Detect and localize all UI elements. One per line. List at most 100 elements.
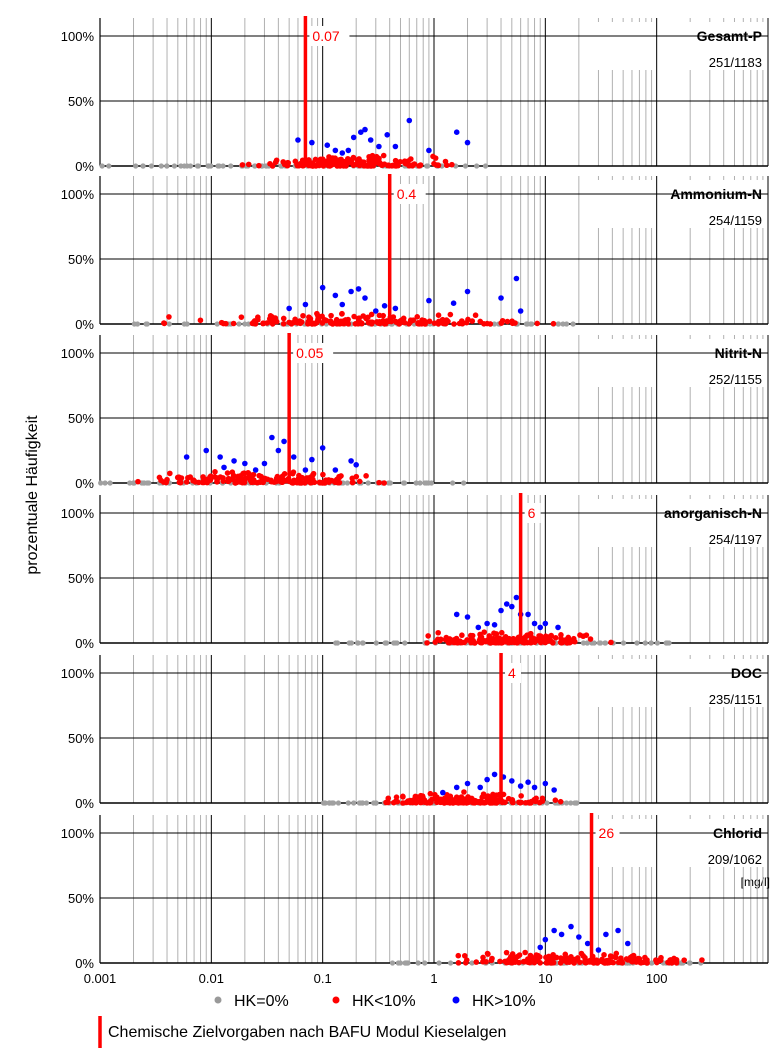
point-hk-lt10	[587, 636, 594, 642]
point-hk0	[220, 163, 226, 169]
point-hk-lt10	[503, 949, 510, 956]
point-hk0	[373, 640, 379, 646]
point-hk-gt10	[537, 944, 544, 951]
point-hk-gt10	[309, 456, 315, 463]
point-hk0	[164, 163, 170, 169]
point-hk-lt10	[224, 470, 231, 476]
target-value-label: 0.05	[296, 345, 323, 361]
point-hk-lt10	[225, 478, 231, 485]
point-hk-gt10	[353, 462, 359, 468]
point-hk-lt10	[494, 639, 500, 646]
point-hk-lt10	[345, 316, 351, 323]
point-hk0	[570, 321, 576, 327]
point-hk-lt10	[235, 473, 241, 480]
point-hk-lt10	[376, 479, 382, 486]
point-hk-lt10	[406, 321, 412, 327]
point-hk-lt10	[294, 161, 300, 168]
x-tick-label: 10	[538, 971, 552, 986]
point-hk-lt10	[296, 472, 302, 479]
point-hk-lt10	[327, 155, 333, 162]
point-hk-lt10	[161, 320, 167, 326]
point-hk-gt10	[319, 284, 326, 291]
legend-item-label: HK<10%	[352, 993, 416, 1010]
point-hk0	[403, 960, 409, 966]
point-hk-lt10	[438, 636, 444, 643]
point-hk-gt10	[464, 780, 471, 787]
point-hk0	[242, 321, 248, 327]
panel-counts: 252/1155	[709, 372, 762, 387]
point-hk0	[344, 480, 351, 486]
point-hk0	[216, 163, 222, 169]
x-tick-label: 0.001	[84, 971, 117, 986]
point-hk-lt10	[503, 959, 510, 966]
point-hk-lt10	[260, 320, 266, 327]
point-hk-lt10	[266, 316, 273, 322]
point-hk-lt10	[363, 473, 369, 479]
point-hk-lt10	[289, 470, 296, 477]
point-hk-gt10	[475, 624, 482, 631]
point-hk0	[166, 321, 172, 327]
point-hk-gt10	[426, 147, 432, 154]
point-hk-lt10	[481, 629, 488, 635]
point-hk0	[620, 640, 627, 646]
point-hk-lt10	[599, 958, 606, 965]
point-hk-lt10	[316, 162, 322, 168]
point-hk-gt10	[290, 454, 297, 460]
panel-label-box	[590, 180, 765, 228]
panel-counts: 254/1159	[709, 213, 762, 228]
point-hk-lt10	[338, 473, 344, 479]
point-hk-lt10	[239, 162, 246, 168]
point-hk0	[573, 800, 580, 806]
point-hk0	[98, 480, 104, 486]
point-hk-lt10	[469, 318, 476, 324]
point-hk-lt10	[427, 790, 434, 797]
point-hk0	[140, 163, 146, 169]
point-hk-lt10	[349, 475, 356, 482]
point-hk-lt10	[606, 959, 613, 966]
point-hk-lt10	[480, 791, 487, 797]
point-hk-lt10	[557, 798, 564, 805]
point-hk0	[322, 800, 328, 806]
point-hk-lt10	[393, 794, 400, 800]
point-hk-gt10	[406, 117, 413, 124]
point-hk-lt10	[280, 321, 287, 327]
point-hk-lt10	[214, 479, 220, 485]
point-hk-lt10	[425, 633, 431, 639]
point-hk-lt10	[269, 163, 276, 169]
point-hk-lt10	[256, 162, 262, 169]
point-hk-lt10	[635, 955, 641, 962]
panel-label-box	[590, 22, 765, 70]
point-hk-lt10	[197, 317, 204, 324]
point-hk0	[382, 640, 388, 646]
point-hk-lt10	[484, 320, 490, 327]
point-hk-gt10	[362, 295, 368, 301]
point-hk-lt10	[522, 633, 529, 640]
point-hk-lt10	[431, 320, 438, 326]
point-hk-lt10	[357, 160, 364, 167]
point-hk-gt10	[392, 143, 399, 150]
point-hk-lt10	[518, 793, 524, 799]
point-hk-lt10	[570, 635, 577, 642]
point-hk0	[107, 480, 113, 486]
point-hk0	[568, 800, 574, 806]
point-hk0	[194, 163, 201, 169]
point-hk-gt10	[509, 603, 515, 610]
point-hk-lt10	[565, 634, 572, 641]
y-axis-label: prozentuale Häufigkeit	[24, 415, 41, 575]
point-hk-gt10	[275, 447, 282, 454]
point-hk-lt10	[298, 479, 305, 486]
point-hk-lt10	[665, 959, 671, 966]
point-hk0	[402, 640, 408, 646]
point-hk0	[563, 800, 570, 806]
point-hk-gt10	[302, 467, 309, 473]
point-hk-gt10	[531, 784, 538, 791]
point-hk-gt10	[615, 927, 621, 934]
point-hk-lt10	[477, 318, 484, 325]
point-hk-lt10	[408, 156, 414, 162]
point-hk-lt10	[238, 314, 245, 320]
point-hk-lt10	[356, 318, 362, 324]
y-tick-label: 100%	[61, 506, 95, 521]
point-hk-lt10	[699, 957, 705, 963]
point-hk0	[386, 480, 392, 486]
point-hk-lt10	[260, 479, 266, 486]
